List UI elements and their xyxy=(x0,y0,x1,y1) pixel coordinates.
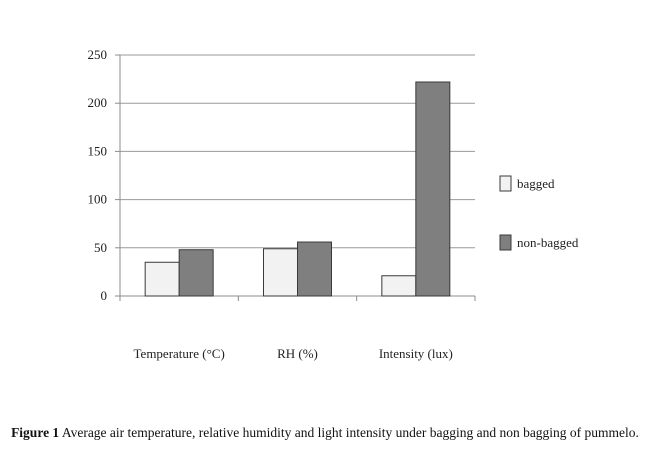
bar-chart: 0 50 100 150 200 250 Temperature (°C) RH (%) Int… xyxy=(88,47,579,361)
bar-bagged xyxy=(263,248,298,297)
y-tick-label: 100 xyxy=(88,192,108,207)
y-tick-label: 150 xyxy=(88,143,108,158)
legend-swatch-bagged xyxy=(499,175,512,192)
x-category-label: RH (%) xyxy=(277,346,318,361)
y-tick-label: 0 xyxy=(101,288,108,303)
legend-swatch-non-bagged xyxy=(499,234,512,251)
x-category-label: Temperature (°C) xyxy=(134,346,225,361)
figure-label: Figure 1 xyxy=(11,425,60,440)
legend-label: bagged xyxy=(517,176,555,191)
legend-label: non-bagged xyxy=(517,235,579,250)
y-tick-label: 250 xyxy=(88,47,108,62)
bar-non-bagged xyxy=(178,249,214,297)
y-tick-label: 200 xyxy=(88,95,108,110)
x-category-label: Intensity (lux) xyxy=(379,346,453,361)
bar-bagged xyxy=(381,275,417,297)
figure-caption: Figure 1 Average air temperature, relati… xyxy=(0,425,650,441)
bar-bagged xyxy=(144,261,180,297)
bar-non-bagged xyxy=(297,241,332,297)
figure-caption-text: Average air temperature, relative humidi… xyxy=(61,425,639,440)
bar-non-bagged xyxy=(415,81,451,297)
y-tick-label: 50 xyxy=(94,240,107,255)
